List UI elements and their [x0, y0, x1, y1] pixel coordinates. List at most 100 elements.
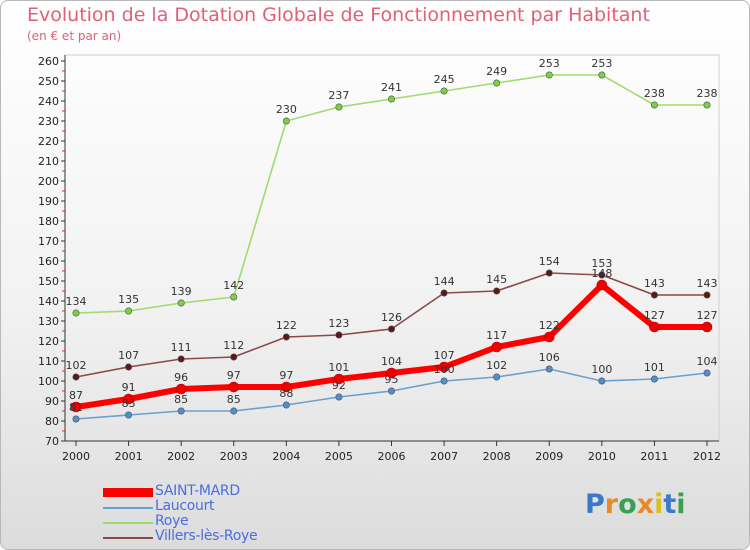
data-label: 87	[69, 389, 83, 402]
data-label: 95	[385, 373, 399, 386]
data-label: 148	[591, 267, 612, 280]
data-label: 134	[66, 295, 87, 308]
data-point	[281, 381, 292, 393]
y-tick-label: 140	[38, 295, 59, 308]
data-label: 143	[697, 277, 718, 290]
data-point	[440, 377, 448, 385]
data-label: 101	[328, 361, 349, 374]
data-label: 253	[539, 57, 560, 70]
data-point	[650, 291, 658, 299]
data-point	[177, 407, 185, 415]
data-point	[72, 309, 80, 317]
y-tick-label: 260	[38, 55, 59, 68]
data-label: 142	[223, 279, 244, 292]
data-label: 107	[434, 349, 455, 362]
data-point	[230, 407, 238, 415]
data-label: 117	[486, 329, 507, 342]
y-tick-label: 100	[38, 375, 59, 388]
data-point	[598, 377, 606, 385]
legend-swatch	[103, 522, 153, 524]
x-tick-label: 2005	[325, 450, 353, 463]
data-point	[387, 387, 395, 395]
x-tick-label: 2010	[588, 450, 616, 463]
data-label: 145	[486, 273, 507, 286]
data-point	[493, 79, 501, 87]
data-point	[125, 363, 133, 371]
y-tick-label: 110	[38, 355, 59, 368]
data-point	[493, 287, 501, 295]
logo-letter: i	[676, 489, 686, 520]
x-tick-label: 2011	[640, 450, 668, 463]
data-label: 106	[539, 351, 560, 364]
x-tick-label: 2004	[272, 450, 300, 463]
data-point	[703, 101, 711, 109]
legend-label: Roye	[155, 513, 189, 529]
data-point	[335, 103, 343, 111]
data-point	[440, 289, 448, 297]
data-point	[649, 321, 660, 333]
data-point	[650, 101, 658, 109]
y-tick-label: 150	[38, 275, 59, 288]
x-tick-label: 2002	[167, 450, 195, 463]
data-label: 97	[227, 369, 241, 382]
data-point	[440, 87, 448, 95]
logo-letter: x	[636, 489, 655, 520]
data-point	[177, 355, 185, 363]
data-point	[386, 367, 397, 379]
data-label: 154	[539, 255, 560, 268]
proxiti-logo: Proxiti	[585, 489, 686, 520]
data-point	[438, 361, 450, 373]
data-point	[125, 307, 133, 315]
data-point	[230, 293, 238, 301]
data-label: 143	[644, 277, 665, 290]
logo-letter: o	[618, 489, 637, 520]
x-tick-label: 2001	[115, 450, 143, 463]
data-label: 81	[69, 401, 83, 414]
y-tick-label: 170	[38, 235, 59, 248]
data-point	[123, 393, 134, 405]
data-label: 85	[227, 393, 241, 406]
data-point	[72, 373, 80, 381]
x-tick-label: 2007	[430, 450, 458, 463]
y-tick-label: 70	[45, 435, 59, 448]
data-label: 102	[486, 359, 507, 372]
data-label: 83	[122, 397, 136, 410]
legend-swatch	[103, 488, 153, 497]
data-label: 111	[171, 341, 192, 354]
data-point	[335, 393, 343, 401]
data-point	[701, 321, 713, 333]
logo-letter: i	[654, 489, 664, 520]
data-point	[175, 383, 187, 395]
x-tick-label: 2000	[62, 450, 90, 463]
y-tick-label: 210	[38, 155, 59, 168]
y-tick-label: 160	[38, 255, 59, 268]
data-label: 153	[591, 257, 612, 270]
legend-swatch	[103, 507, 153, 509]
data-point	[650, 375, 658, 383]
data-label: 237	[328, 89, 349, 102]
data-label: 230	[276, 103, 297, 116]
data-label: 101	[644, 361, 665, 374]
data-label: 245	[434, 73, 455, 86]
y-tick-label: 180	[38, 215, 59, 228]
x-tick-label: 2006	[378, 450, 406, 463]
y-tick-label: 90	[45, 395, 59, 408]
y-tick-label: 200	[38, 175, 59, 188]
data-label: 85	[174, 393, 188, 406]
data-point	[598, 71, 606, 79]
y-tick-label: 80	[45, 415, 59, 428]
data-point	[333, 373, 345, 385]
data-label: 97	[279, 369, 293, 382]
x-tick-label: 2008	[483, 450, 511, 463]
data-label: 107	[118, 349, 139, 362]
data-point	[493, 373, 501, 381]
data-point	[703, 369, 711, 377]
data-label: 144	[434, 275, 455, 288]
data-label: 102	[66, 359, 87, 372]
data-label: 123	[328, 317, 349, 330]
data-label: 253	[591, 57, 612, 70]
data-point	[596, 279, 608, 291]
logo-letter: r	[604, 489, 619, 520]
